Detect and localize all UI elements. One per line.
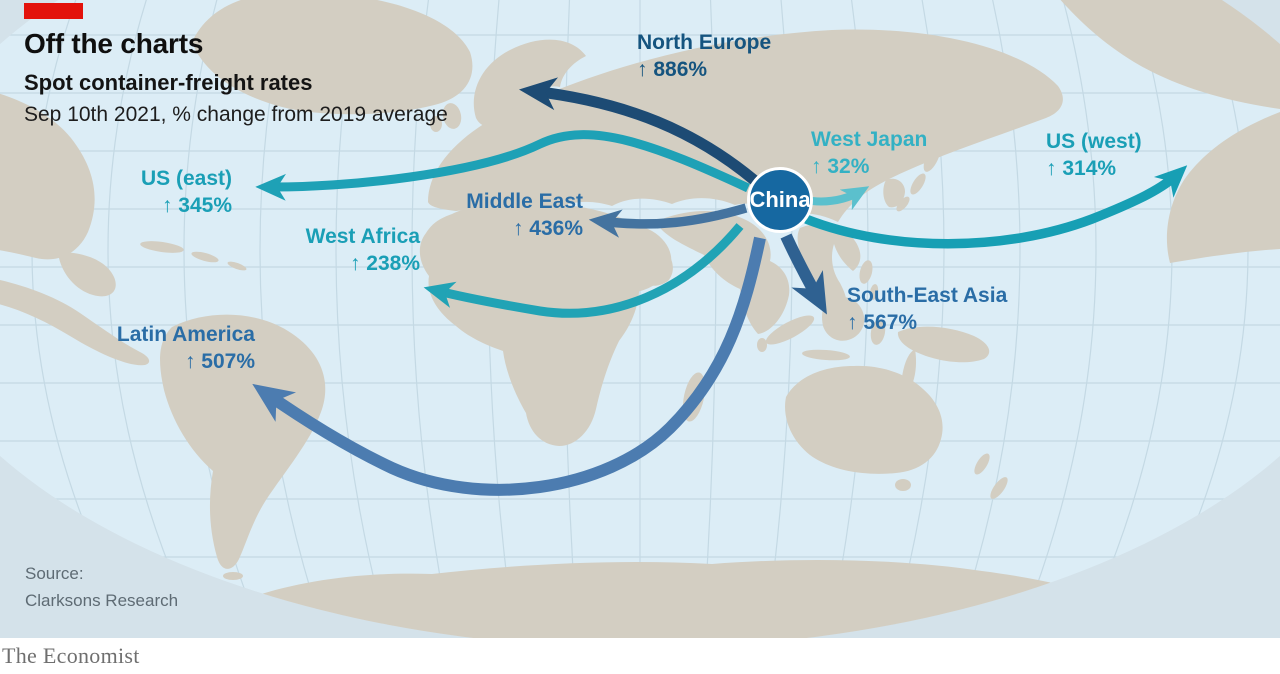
route-change: ↑ 567%	[847, 311, 918, 334]
route-label-us-east: US (east) ↑ 345%	[141, 165, 232, 219]
page-title: Off the charts	[24, 28, 204, 59]
route-label-us-west: US (west) ↑ 314%	[1046, 128, 1142, 182]
route-change: ↑ 436%	[512, 217, 583, 240]
arrow-middle-east	[588, 203, 748, 238]
route-change: ↑ 886%	[637, 58, 708, 81]
route-name: US (west)	[1046, 130, 1142, 153]
route-name: US (east)	[140, 167, 232, 190]
route-change: ↑ 32%	[811, 155, 870, 178]
source-label: Source:	[25, 564, 84, 583]
freight-route-arrows	[252, 77, 1188, 496]
route-change: ↑ 314%	[1046, 157, 1117, 180]
route-label-se-asia: South-East Asia ↑ 567%	[847, 282, 1007, 336]
route-name: South-East Asia	[847, 284, 1008, 307]
arrow-latin-america	[252, 236, 766, 496]
arrow-west-africa	[423, 223, 744, 318]
route-name: Latin America	[116, 323, 255, 346]
economist-red-tab	[24, 3, 83, 19]
route-label-north-europe: North Europe ↑ 886%	[637, 29, 771, 83]
route-name: North Europe	[637, 31, 772, 54]
china-origin-node: China	[747, 167, 813, 233]
route-label-latin-america: Latin America ↑ 507%	[117, 321, 255, 375]
route-change: ↑ 507%	[184, 350, 255, 373]
route-label-west-africa: West Africa ↑ 238%	[306, 223, 420, 277]
route-name: Middle East	[466, 190, 583, 213]
page-subtitle: Spot container-freight rates	[24, 70, 313, 95]
route-label-middle-east: Middle East ↑ 436%	[466, 188, 583, 242]
world-map	[0, 0, 1280, 638]
route-name: West Japan	[811, 128, 928, 151]
arrow-us-west	[804, 165, 1188, 249]
world-map-svg	[0, 0, 1280, 638]
page-note: Sep 10th 2021, % change from 2019 averag…	[24, 103, 448, 126]
route-change: ↑ 238%	[349, 252, 420, 275]
route-name: West Africa	[305, 225, 420, 248]
arrow-west-japan	[811, 186, 870, 211]
arrow-north-europe	[518, 77, 758, 185]
route-label-west-japan: West Japan ↑ 32%	[811, 126, 927, 180]
source-name: Clarksons Research	[25, 591, 179, 610]
arrow-us-east	[255, 130, 750, 201]
route-change: ↑ 345%	[161, 194, 232, 217]
source-block: Source: Clarksons Research	[25, 560, 178, 614]
economist-wordmark: The Economist	[2, 643, 140, 668]
arrow-se-asia	[780, 233, 827, 315]
